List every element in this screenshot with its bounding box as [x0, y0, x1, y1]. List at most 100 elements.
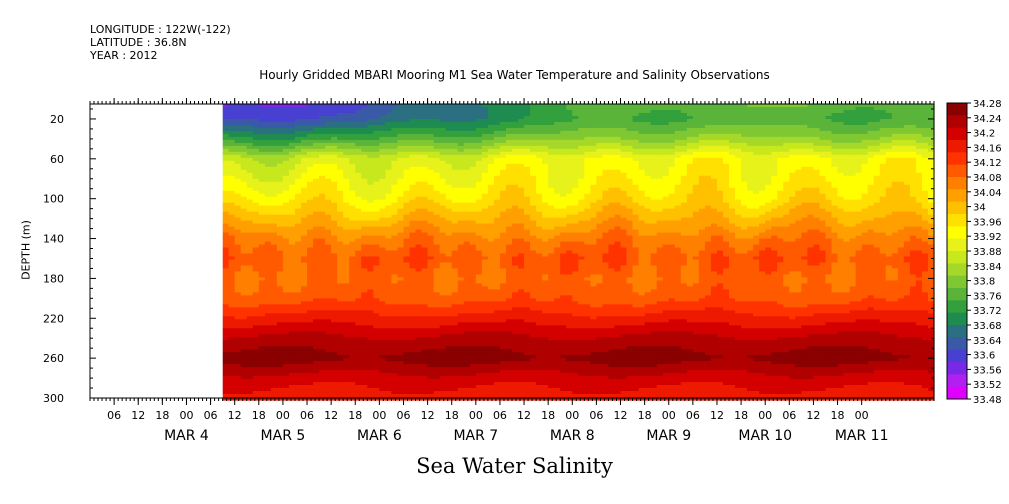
heatmap-cell: [415, 310, 423, 314]
heatmap-cell: [451, 136, 459, 141]
heatmap-cell: [469, 277, 477, 281]
heatmap-cell: [524, 109, 531, 114]
heatmap-cell: [294, 187, 302, 192]
heatmap-cell: [307, 268, 314, 273]
heatmap-cell: [493, 160, 501, 165]
heatmap-cell: [228, 274, 236, 279]
heatmap-cell: [331, 274, 338, 279]
heatmap-cell: [301, 247, 308, 252]
heatmap-cell: [264, 325, 272, 329]
heatmap-cell: [337, 163, 344, 168]
heatmap-cell: [367, 376, 374, 380]
heatmap-cell: [367, 121, 374, 126]
heatmap-cell: [415, 262, 423, 267]
heatmap-cell: [355, 355, 362, 359]
heatmap-cell: [463, 193, 471, 198]
heatmap-cell: [313, 223, 320, 228]
heatmap-cell: [337, 394, 344, 398]
heatmap-cell: [391, 343, 399, 347]
heatmap-cell: [282, 244, 290, 249]
heatmap-cell: [457, 292, 465, 296]
heatmap-cell: [282, 259, 290, 264]
heatmap-cell: [445, 154, 453, 159]
heatmap-cell: [427, 301, 435, 305]
heatmap-cell: [319, 265, 326, 270]
heatmap-cell: [288, 358, 296, 362]
heatmap-cell: [234, 322, 242, 326]
heatmap-cell: [337, 142, 344, 147]
heatmap-cell: [505, 163, 513, 168]
heatmap-cell: [379, 385, 386, 389]
heatmap-cell: [294, 304, 302, 308]
heatmap-cell: [294, 208, 302, 213]
heatmap-cell: [282, 361, 290, 365]
heatmap-cell: [439, 367, 447, 371]
heatmap-cell: [301, 277, 308, 281]
heatmap-cell: [331, 352, 338, 356]
heatmap-cell: [469, 154, 477, 159]
heatmap-cell: [282, 130, 290, 135]
heatmap-cell: [457, 331, 465, 335]
heatmap-cell: [246, 325, 254, 329]
heatmap-cell: [379, 259, 386, 264]
heatmap-cell: [240, 130, 248, 135]
heatmap-cell: [391, 277, 399, 281]
heatmap-cell: [493, 382, 501, 386]
heatmap-cell: [409, 175, 417, 180]
heatmap-cell: [385, 184, 393, 189]
heatmap-cell: [524, 118, 531, 123]
heatmap-cell: [276, 139, 284, 144]
heatmap-cell: [337, 295, 344, 299]
heatmap-cell: [457, 124, 465, 129]
heatmap-cell: [252, 247, 260, 252]
heatmap-cell: [409, 238, 417, 243]
heatmap-cell: [264, 364, 272, 368]
heatmap-cell: [415, 373, 423, 377]
heatmap-cell: [475, 217, 483, 222]
heatmap-cell: [451, 214, 459, 219]
heatmap-cell: [469, 226, 477, 231]
heatmap-cell: [258, 310, 266, 314]
longitude-label: LONGITUDE : 122W(-122): [90, 23, 231, 36]
heatmap-cell: [349, 187, 356, 192]
heatmap-cell: [313, 310, 320, 314]
plot-area: [90, 104, 935, 401]
heatmap-cell: [505, 334, 513, 338]
heatmap-cell: [512, 172, 519, 177]
heatmap-cell: [361, 358, 368, 362]
heatmap-cell: [258, 337, 266, 341]
heatmap-cell: [475, 148, 483, 153]
heatmap-cell: [451, 283, 459, 287]
heatmap-cell: [512, 295, 519, 299]
heatmap-cell: [355, 310, 362, 314]
heatmap-cell: [319, 358, 326, 362]
heatmap-cell: [367, 154, 374, 159]
heatmap-cell: [427, 190, 435, 195]
heatmap-cell: [301, 295, 308, 299]
heatmap-cell: [355, 211, 362, 216]
heatmap-cell: [469, 313, 477, 317]
heatmap-cell: [307, 127, 314, 132]
heatmap-cell: [361, 283, 368, 287]
heatmap-cell: [234, 106, 242, 111]
heatmap-cell: [288, 331, 296, 335]
heatmap-cell: [433, 232, 441, 237]
heatmap-cell: [270, 274, 278, 279]
heatmap-cell: [433, 169, 441, 174]
heatmap-cell: [355, 277, 362, 281]
heatmap-cell: [313, 358, 320, 362]
heatmap-cell: [331, 124, 338, 129]
heatmap-cell: [469, 325, 477, 329]
heatmap-cell: [343, 133, 350, 138]
heatmap-cell: [355, 283, 362, 287]
heatmap-cell: [475, 124, 483, 129]
heatmap-cell: [270, 310, 278, 314]
heatmap-cell: [469, 193, 477, 198]
heatmap-cell: [391, 268, 399, 273]
heatmap-cell: [282, 271, 290, 276]
heatmap-cell: [397, 331, 405, 335]
latitude-label: LATITUDE : 36.8N: [90, 36, 187, 49]
heatmap-cell: [361, 169, 368, 174]
heatmap-cell: [379, 292, 386, 296]
heatmap-cell: [349, 151, 356, 156]
